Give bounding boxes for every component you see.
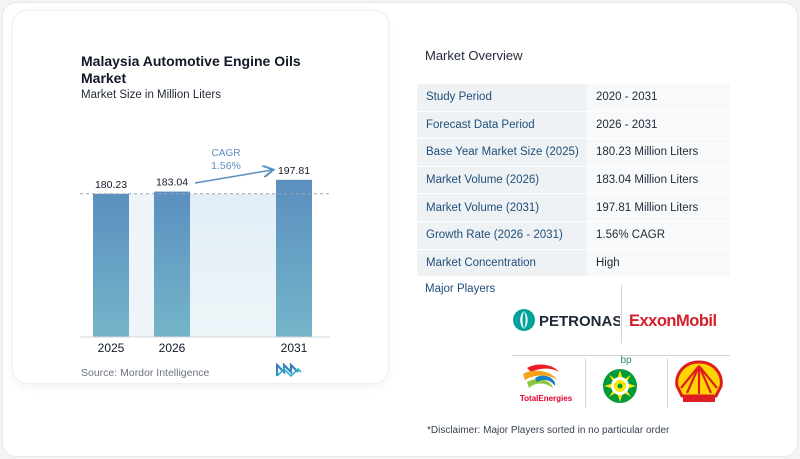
- logo-divider: [667, 358, 668, 408]
- table-row: Market Concentration High: [417, 249, 730, 278]
- row-label: Base Year Market Size (2025): [417, 138, 587, 167]
- cagr-value: 1.56%: [211, 160, 241, 172]
- bar-2025: [93, 193, 129, 337]
- row-value: 2020 - 2031: [587, 84, 730, 112]
- x-tick-label-2025: 2025: [98, 341, 125, 355]
- logo-divider: [585, 358, 586, 408]
- bar-2031: [276, 179, 312, 337]
- chart-title: Malaysia Automotive Engine Oils Market: [81, 53, 301, 86]
- table-row: Study Period 2020 - 2031: [417, 84, 730, 112]
- forecast-gap-shade: [190, 193, 276, 337]
- totalenergies-wordmark: TotalEnergies: [520, 394, 573, 403]
- row-label: Market Volume (2026): [417, 166, 587, 195]
- cagr-arrow: [194, 170, 272, 184]
- table-row: Base Year Market Size (2025) 180.23 Milli…: [417, 138, 730, 167]
- logo-divider: [621, 285, 622, 343]
- shell-logo: [672, 360, 726, 409]
- x-tick-label-2031: 2031: [281, 341, 308, 355]
- row-label: Growth Rate (2026 - 2031): [417, 221, 587, 250]
- data-label-2025: 180.23: [95, 179, 127, 191]
- major-players-label: Major Players: [425, 283, 496, 295]
- row-label: Market Volume (2031): [417, 193, 587, 222]
- exxonmobil-logo: ExxonMobil: [629, 308, 725, 337]
- row-value: High: [587, 249, 730, 278]
- petronas-emblem-icon: [513, 309, 535, 331]
- bp-logo: bp: [598, 352, 654, 413]
- row-label: Study Period: [417, 84, 587, 112]
- row-label: Market Concentration: [417, 249, 587, 278]
- petronas-wordmark: PETRONAS: [539, 313, 620, 330]
- totalenergies-logo: TotalEnergies: [513, 362, 579, 411]
- row-label: Forecast Data Period: [417, 111, 587, 140]
- totalenergies-emblem-icon: [523, 364, 559, 388]
- table-row: Market Volume (2026) 183.04 Million Liter…: [417, 166, 730, 195]
- market-overview-title: Market Overview: [425, 48, 523, 63]
- shell-pecten-icon: [675, 360, 723, 402]
- row-value: 180.23 Million Liters: [587, 138, 730, 167]
- row-value: 1.56% CAGR: [587, 221, 730, 250]
- data-label-2026: 183.04: [156, 177, 188, 189]
- bar-chart: 180.23 2025 183.04 2026 197.81 2031 CAGR 1.56…: [80, 148, 330, 355]
- market-overview-table: Study Period 2020 - 2031 Forecast Data Pe…: [417, 84, 730, 278]
- row-value: 183.04 Million Liters: [587, 166, 730, 195]
- exxonmobil-wordmark: ExxonMobil: [629, 312, 717, 330]
- x-tick-label-2026: 2026: [159, 341, 186, 355]
- row-value: 197.81 Million Liters: [587, 193, 730, 222]
- petronas-logo: PETRONAS: [512, 306, 622, 339]
- logo-divider: [512, 355, 730, 356]
- bar-2026: [154, 191, 190, 337]
- cagr-label: CAGR: [212, 148, 241, 159]
- source-note: Source: Mordor Intelligence: [81, 367, 210, 379]
- row-value: 2026 - 2031: [587, 111, 730, 140]
- chart-subtitle: Market Size in Million Liters: [81, 89, 221, 101]
- table-row: Forecast Data Period 2026 - 2031: [417, 111, 730, 140]
- table-row: Market Volume (2031) 197.81 Million Liter…: [417, 193, 730, 222]
- data-label-2031: 197.81: [278, 165, 310, 177]
- mordor-intelligence-logo-icon: [276, 363, 302, 377]
- bar-gap-shade: [129, 193, 154, 337]
- bp-wordmark: bp: [620, 355, 632, 366]
- disclaimer-note: *Disclaimer: Major Players sorted in no …: [427, 425, 670, 436]
- bp-helios-icon: [603, 369, 637, 403]
- table-row: Growth Rate (2026 - 2031) 1.56% CAGR: [417, 221, 730, 250]
